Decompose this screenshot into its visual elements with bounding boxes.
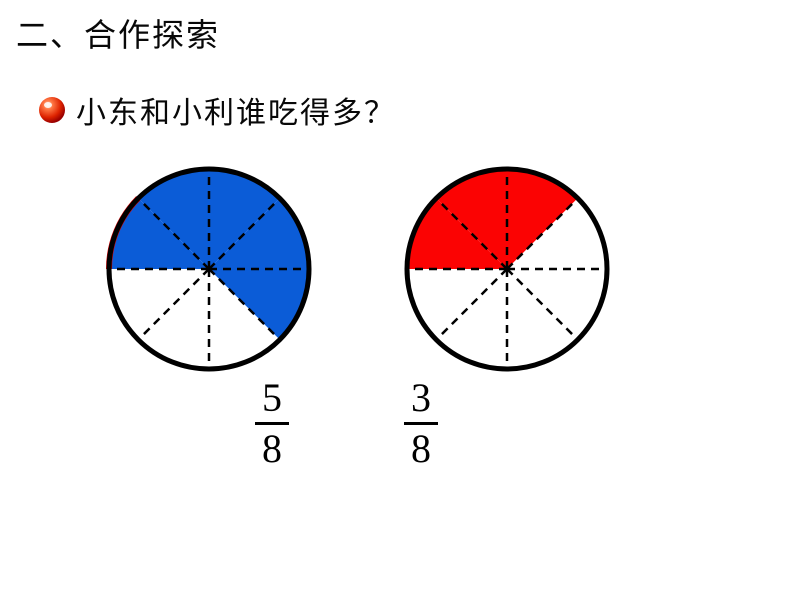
chart-left-container (100, 160, 318, 378)
pie-chart-left (100, 160, 318, 378)
fractions-row: 5 8 3 8 (255, 378, 438, 469)
fraction-left-denominator: 8 (262, 427, 282, 469)
fraction-right: 3 8 (404, 378, 438, 469)
fraction-right-numerator: 3 (411, 378, 431, 420)
pie-chart-right (398, 160, 616, 378)
fraction-bar (255, 422, 289, 425)
question-text: 小东和小利谁吃得多？ (76, 88, 396, 132)
fraction-left: 5 8 (255, 378, 289, 469)
question-row: 小东和小利谁吃得多？ (38, 88, 396, 132)
fraction-left-numerator: 5 (262, 378, 282, 420)
fraction-bar (404, 422, 438, 425)
section-title: 二、合作探索 (16, 10, 220, 56)
fraction-right-denominator: 8 (411, 427, 431, 469)
bullet-sphere-icon (38, 96, 66, 124)
charts-row (100, 160, 616, 378)
chart-right-container (398, 160, 616, 378)
